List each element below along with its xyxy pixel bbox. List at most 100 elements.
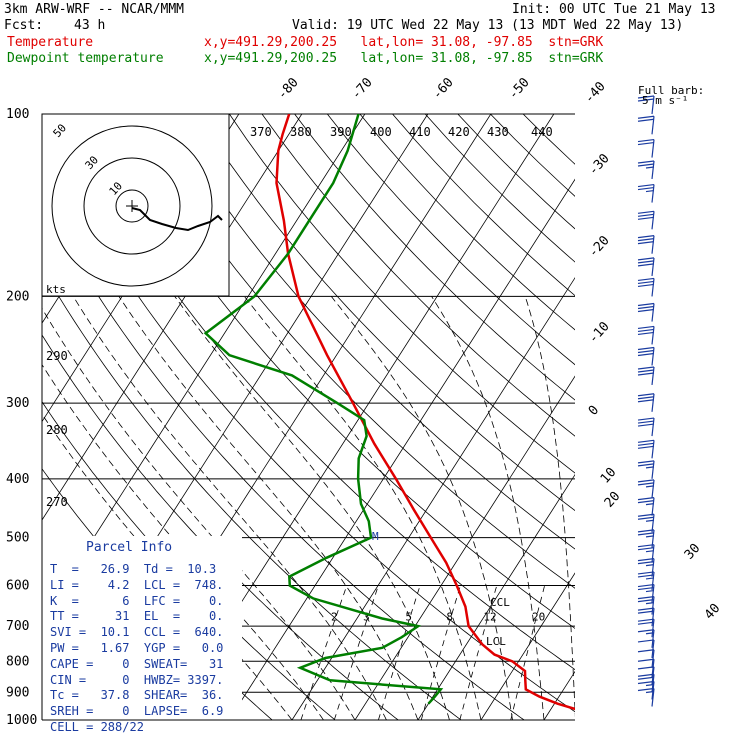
- wind-barb-full: [637, 516, 655, 520]
- model-title: 3km ARW-WRF -- NCAR/MMM: [4, 2, 185, 17]
- mixing-ratio-line: [333, 585, 379, 720]
- parcel-info-row: LI = 4.2 LCL = 748.: [50, 577, 224, 592]
- wind-barb: [637, 439, 655, 459]
- theta-label: 420: [448, 125, 470, 139]
- pressure-label: 800: [6, 654, 29, 669]
- dry-adiabat-line: [326, 114, 575, 366]
- isotherm-line: [42, 114, 366, 620]
- mixing-ratio-label: 5: [405, 610, 412, 623]
- pressure-label: 600: [6, 579, 29, 594]
- dry-adiabat-line: [261, 114, 575, 437]
- wind-barb-full: [637, 213, 655, 217]
- wind-barb-full: [637, 325, 655, 330]
- wind-barb-full: [637, 547, 655, 551]
- wind-barb-half: [645, 550, 655, 553]
- isotherm-line: [607, 114, 740, 720]
- hodograph-ring: [51, 125, 213, 287]
- wind-barb: [637, 183, 655, 203]
- dewpoint-trace: [203, 114, 444, 705]
- wind-barb: [637, 666, 655, 685]
- wind-barb: [637, 658, 655, 678]
- wind-barb-staff: [651, 659, 655, 678]
- dewpoint-legend: Dewpoint temperature: [7, 51, 164, 66]
- wind-barb: [637, 673, 655, 693]
- wind-barb-full: [637, 346, 655, 351]
- wind-barb: [637, 583, 655, 603]
- isotherm-line: [354, 375, 575, 720]
- wind-barb: [637, 558, 655, 577]
- wind-barb-full: [637, 629, 655, 633]
- isotherm-line: [543, 670, 575, 720]
- wind-barb-full: [637, 118, 655, 122]
- wind-barb-full: [637, 95, 655, 99]
- wind-barb-full: [637, 280, 655, 285]
- mixing-ratio-label: 20: [532, 610, 545, 623]
- wind-barb-full: [637, 302, 655, 307]
- dry-adiabat-line: [229, 114, 575, 474]
- wind-barb-full: [637, 163, 655, 167]
- wind-barb-full: [637, 666, 655, 670]
- theta-label: 270: [46, 495, 68, 509]
- wind-barb: [637, 393, 655, 412]
- dry-adiabat-line: [294, 114, 575, 401]
- theta-label: 370: [250, 125, 272, 139]
- parcel-info-row: Tc = 37.8 SHEAR= 36.: [50, 688, 224, 703]
- wind-barb-full: [637, 241, 655, 245]
- mixing-ratio-line: [378, 585, 421, 720]
- pressure-label: 300: [6, 396, 29, 411]
- fcst-hours: 43 h: [74, 18, 106, 33]
- wind-barb-full: [637, 366, 655, 370]
- wind-barb-half: [645, 189, 655, 193]
- temperature-legend: Temperature: [7, 35, 94, 50]
- dry-adiabat-line: [98, 114, 575, 629]
- moist-adiabat-line: [524, 296, 575, 719]
- wind-barb-full: [637, 331, 655, 336]
- wind-barb-half: [645, 466, 655, 469]
- dry-adiabat-line: [42, 199, 525, 720]
- wind-barb-full: [637, 235, 655, 239]
- wind-barb-full: [637, 417, 655, 421]
- dry-adiabat-line: [457, 114, 575, 230]
- moist-adiabat-line: [42, 363, 324, 720]
- wind-barb-half: [645, 589, 655, 593]
- wind-barb-full: [637, 680, 655, 685]
- dry-adiabat-line: [522, 114, 575, 165]
- wind-barb-full: [637, 658, 655, 662]
- dry-adiabat-line: [163, 114, 575, 550]
- mixing-ratio-line: [510, 585, 545, 720]
- mixing-ratio-label: 12: [483, 610, 496, 623]
- wind-barb: [637, 257, 655, 276]
- wind-barb-full: [637, 141, 655, 146]
- wind-barb-full: [637, 482, 655, 486]
- wind-barb-full: [637, 497, 655, 501]
- wind-barb-full: [637, 639, 655, 643]
- wind-barb-full: [637, 260, 655, 264]
- parcel-info-row: CIN = 0 HWBZ= 3397.: [50, 672, 224, 687]
- wind-barbs: [637, 95, 655, 707]
- isotherm-label: -20: [586, 233, 613, 260]
- barb-legend-title: Full barb:: [638, 84, 704, 97]
- parcel-info-row: PW = 1.67 YGP = 0.0: [50, 641, 224, 655]
- pressure-label: 900: [6, 685, 29, 700]
- moist-adiabat-line: [244, 296, 482, 720]
- wind-barb-full: [637, 673, 655, 677]
- wind-barb: [637, 460, 655, 479]
- wind-barb-half: [645, 503, 655, 506]
- hodograph-trace: [131, 207, 223, 232]
- pressure-label: 200: [6, 289, 29, 304]
- hodograph-rings: [51, 125, 213, 287]
- wind-barb-full: [637, 399, 655, 403]
- wind-barb-full: [637, 607, 655, 611]
- wind-barb-full: [637, 263, 655, 267]
- wind-barb-full: [637, 352, 655, 357]
- wind-barb-full: [637, 513, 655, 517]
- wind-barb-half: [645, 602, 655, 605]
- wind-barb-full: [637, 210, 655, 214]
- wind-barb: [637, 325, 655, 345]
- wind-barb-full: [637, 216, 655, 220]
- temperature-trace: [275, 114, 575, 711]
- isotherm-label: -40: [582, 79, 609, 106]
- wind-barb-staff: [651, 649, 655, 668]
- wind-barb-full: [637, 138, 655, 143]
